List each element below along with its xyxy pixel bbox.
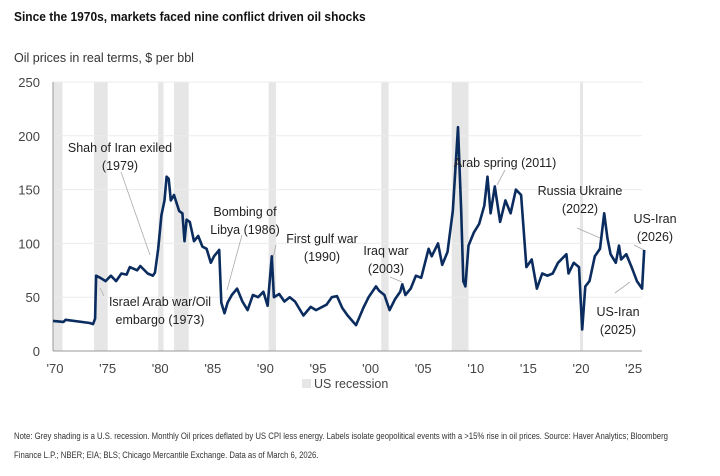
x-tick-label: '10 (467, 361, 484, 376)
x-tick-label: '05 (415, 361, 432, 376)
annotation-leader (496, 169, 506, 186)
x-tick-label: '00 (362, 361, 379, 376)
annotation-leader (576, 227, 601, 239)
annotation-leader (614, 281, 631, 294)
annotation-label: (2022) (562, 202, 598, 216)
note-line-1: Note: Grey shading is a U.S. recession. … (14, 431, 668, 441)
annotation-leader (226, 234, 243, 291)
annotation-label: (2026) (637, 230, 673, 244)
y-tick-label: 150 (18, 183, 40, 198)
recession-band (381, 82, 389, 351)
x-tick-label: '80 (152, 361, 169, 376)
annotation-label: embargo (1973) (116, 313, 205, 327)
recession-band (268, 82, 277, 351)
annotation-label: Arab spring (2011) (454, 156, 557, 170)
annotation-label: Russia Ukraine (538, 184, 623, 198)
annotation-leader (633, 244, 645, 251)
y-axis-label: Oil prices in real terms, $ per bbl (14, 51, 194, 65)
annotation-label: Iraq war (363, 244, 408, 258)
x-tick-label: '85 (204, 361, 221, 376)
recession-band (580, 82, 584, 351)
y-tick-label: 0 (33, 344, 40, 359)
x-tick-label: '90 (257, 361, 274, 376)
annotation-label: (1979) (102, 159, 138, 173)
x-tick-label: '95 (310, 361, 327, 376)
recession-band (53, 82, 63, 351)
x-tick-label: '15 (520, 361, 537, 376)
y-tick-label: 100 (18, 236, 40, 251)
x-tick-label: '75 (99, 361, 116, 376)
annotation-label: Libya (1986) (210, 223, 280, 237)
chart-title: Since the 1970s, markets faced nine conf… (14, 9, 366, 24)
annotation-label: US-Iran (596, 305, 639, 319)
legend-label: US recession (314, 377, 388, 391)
annotation-label: First gulf war (286, 232, 358, 246)
x-tick-label: '70 (47, 361, 64, 376)
legend-swatch (302, 379, 311, 388)
annotation-leader (99, 287, 105, 297)
y-tick-label: 250 (18, 75, 40, 90)
y-tick-label: 50 (26, 290, 40, 305)
oil-price-line (52, 125, 646, 331)
annotation-label: (2003) (368, 262, 404, 276)
annotation-label: Shah of Iran exiled (68, 141, 172, 155)
x-tick-label: '20 (573, 361, 590, 376)
annotation-label: US-Iran (633, 212, 676, 226)
annotation-label: (1990) (304, 250, 340, 264)
annotation-leader (120, 171, 151, 256)
annotation-label: (2025) (600, 323, 636, 337)
note-line-2: Finance L.P.; NBER; EIA; BLS; Chicago Me… (14, 450, 319, 460)
annotation-leader (389, 276, 403, 283)
annotation-label: Bombing of (213, 205, 277, 219)
recession-band (94, 82, 108, 351)
annotation-label: Israel Arab war/Oil (109, 295, 211, 309)
y-tick-label: 200 (18, 129, 40, 144)
x-tick-label: '25 (625, 361, 642, 376)
